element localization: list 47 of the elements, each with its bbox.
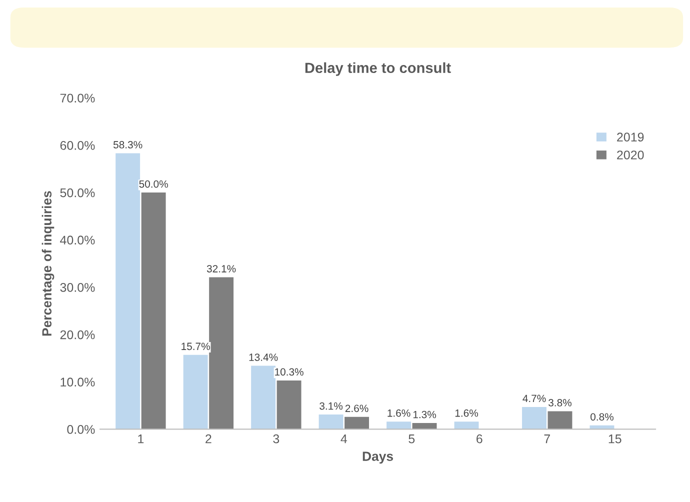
y-tick-label: 70.0% bbox=[60, 94, 95, 103]
data-label: 0.8% bbox=[590, 413, 614, 421]
bar bbox=[116, 153, 140, 430]
bar bbox=[276, 380, 302, 430]
y-tick-label: 40.0% bbox=[60, 236, 95, 245]
bar bbox=[548, 411, 572, 430]
bar bbox=[251, 366, 276, 430]
data-label: 4.7% bbox=[522, 394, 546, 402]
y-tick-label: 50.0% bbox=[60, 188, 95, 198]
data-label: 50.0% bbox=[139, 180, 168, 188]
x-tick-label: 1 bbox=[138, 434, 144, 444]
data-label: 1.6% bbox=[388, 409, 410, 417]
y-tick-label: 30.0% bbox=[60, 283, 95, 292]
bar bbox=[318, 414, 344, 430]
data-label: 3.8% bbox=[548, 399, 572, 406]
y-axis-title: Percentage of inquiries bbox=[42, 191, 54, 336]
x-tick-label: 4 bbox=[340, 434, 348, 444]
data-label: 10.3% bbox=[275, 368, 304, 376]
data-label: 13.4% bbox=[249, 354, 278, 361]
legend-label: 2019 bbox=[617, 132, 644, 142]
data-label: 2.6% bbox=[345, 404, 368, 412]
x-tick-label: 15 bbox=[608, 434, 622, 444]
chart-title: Delay time to consult bbox=[305, 62, 451, 76]
bar bbox=[209, 277, 234, 430]
data-label: 15.7% bbox=[182, 342, 210, 350]
bar bbox=[344, 416, 370, 430]
y-tick-label: 10.0% bbox=[60, 378, 95, 387]
bar bbox=[386, 422, 411, 430]
bar bbox=[454, 422, 479, 430]
x-tick-label: 6 bbox=[476, 434, 482, 444]
data-label: 58.3% bbox=[113, 141, 142, 148]
data-label: 1.3% bbox=[413, 410, 436, 418]
y-tick-label: 20.0% bbox=[60, 330, 95, 340]
legend-label: 2020 bbox=[617, 150, 644, 160]
x-tick-label: 5 bbox=[408, 434, 415, 444]
y-tick-label: 0.0% bbox=[67, 425, 95, 434]
x-tick-label: 3 bbox=[273, 434, 280, 444]
bar bbox=[141, 192, 166, 430]
x-tick-label: 2 bbox=[206, 434, 212, 444]
data-label: 32.1% bbox=[206, 265, 236, 272]
x-tick-label: 7 bbox=[544, 434, 550, 444]
y-tick-label: 60.0% bbox=[60, 141, 95, 150]
bar bbox=[183, 354, 208, 430]
data-label: 3.1% bbox=[320, 402, 343, 410]
data-label: 1.6% bbox=[455, 409, 478, 417]
x-axis-title: Days bbox=[362, 452, 394, 464]
bar bbox=[522, 406, 546, 430]
